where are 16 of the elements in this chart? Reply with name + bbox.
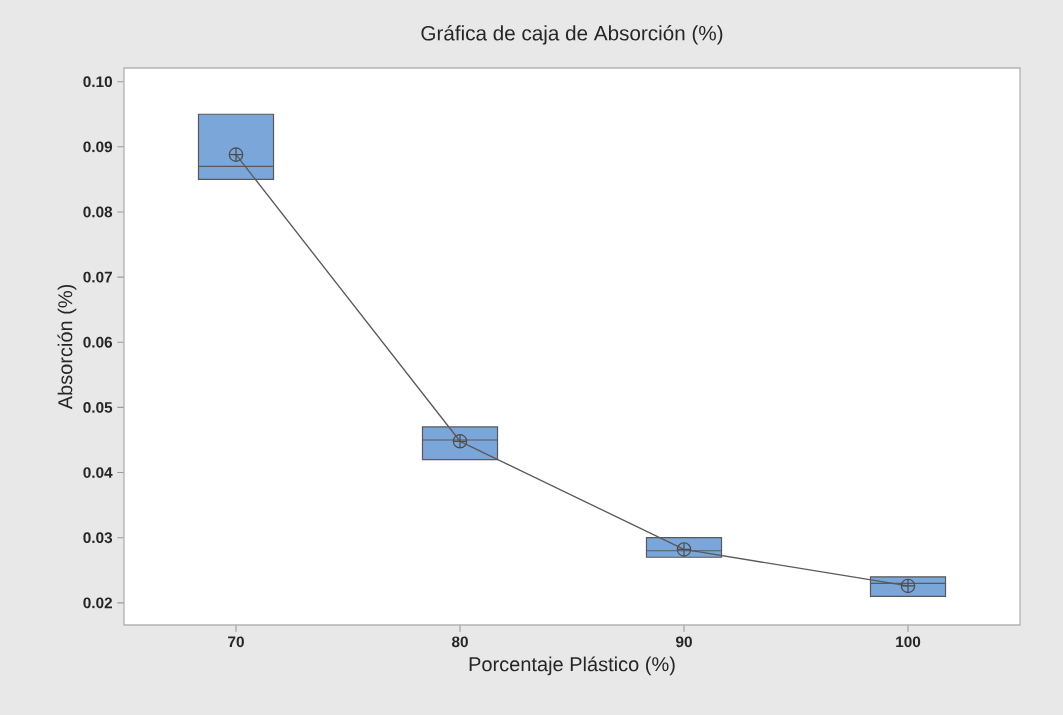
- chart-title: Gráfica de caja de Absorción (%): [421, 25, 723, 45]
- x-tick-label: 80: [451, 636, 468, 648]
- y-tick-label: 0.07: [83, 271, 112, 283]
- x-tick-label: 90: [676, 636, 692, 648]
- y-tick-label: 0.03: [83, 532, 113, 544]
- y-tick-label: 0.06: [83, 336, 113, 348]
- x-tick-label: 100: [896, 636, 921, 648]
- y-axis-title: Absorción (%): [57, 284, 77, 410]
- y-tick-label: 0.05: [83, 401, 113, 413]
- x-tick-label: 70: [228, 636, 244, 648]
- y-tick-label: 0.09: [83, 141, 113, 153]
- y-tick-label: 0.08: [83, 206, 113, 218]
- y-tick-label: 0.02: [83, 597, 112, 609]
- x-axis-title: Porcentaje Plástico (%): [469, 656, 675, 676]
- y-tick-label: 0.04: [83, 467, 113, 478]
- y-tick-label: 0.10: [83, 76, 112, 88]
